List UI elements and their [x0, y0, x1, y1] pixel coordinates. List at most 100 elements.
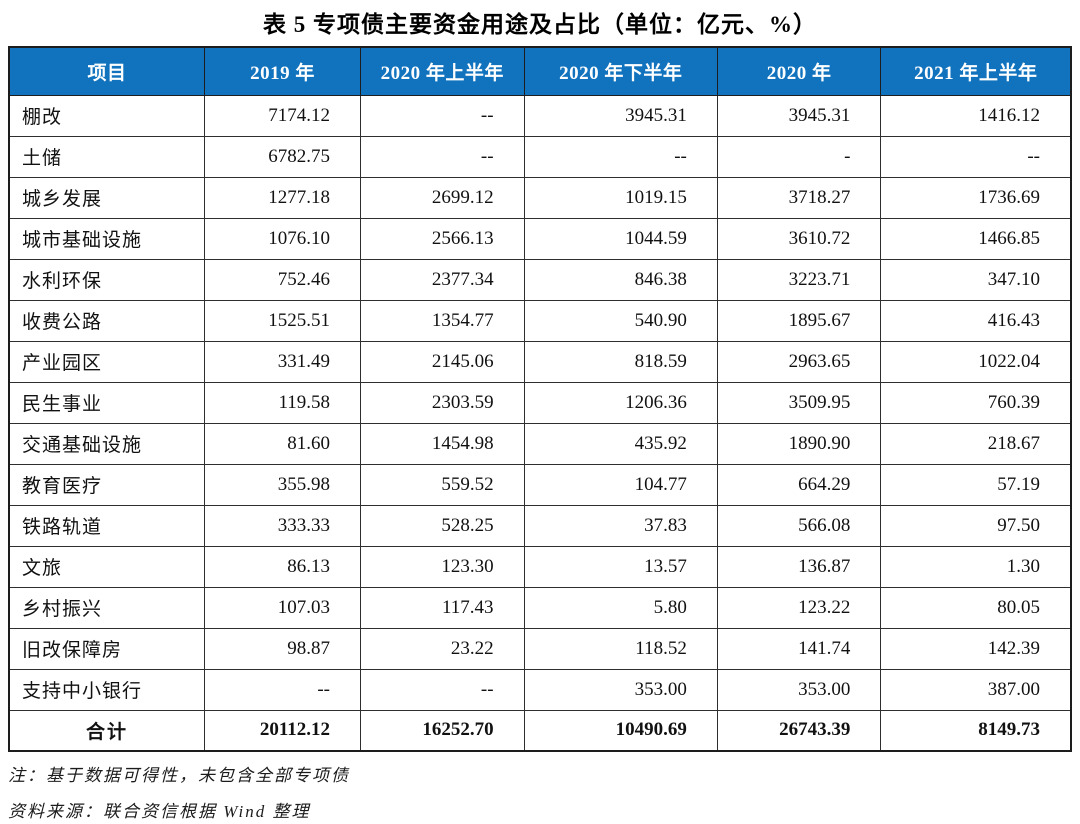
value-cell: 16252.70 — [360, 709, 525, 752]
column-header-5: 2021 年上半年 — [880, 46, 1072, 96]
value-cell: 2699.12 — [360, 176, 525, 219]
value-cell: -- — [523, 135, 718, 178]
value-cell: 1466.85 — [880, 217, 1072, 260]
value-cell: 119.58 — [203, 381, 362, 424]
row-label: 合计 — [8, 709, 205, 752]
table-header-row: 项目 2019 年 2020 年上半年 2020 年下半年 2020 年 2021 年上半… — [8, 46, 1072, 96]
column-header-4: 2020 年 — [716, 46, 882, 96]
value-cell: 80.05 — [880, 586, 1072, 629]
value-cell: 7174.12 — [203, 94, 362, 137]
value-cell: 2566.13 — [360, 217, 525, 260]
value-cell: 1022.04 — [880, 340, 1072, 383]
table-row: 民生事业 119.58 2303.59 1206.36 3509.95 760.39 — [8, 381, 1072, 424]
value-cell: 416.43 — [880, 299, 1072, 342]
note-data-source: 资料来源：联合资信根据 Wind 整理 — [8, 802, 311, 821]
row-label: 土储 — [8, 135, 205, 178]
column-header-0: 项目 — [8, 46, 205, 96]
value-cell: 1.30 — [880, 545, 1072, 588]
value-cell: 1044.59 — [523, 217, 718, 260]
row-label: 支持中小银行 — [8, 668, 205, 711]
value-cell: 8149.73 — [880, 709, 1072, 752]
value-cell: 37.83 — [523, 504, 718, 547]
value-cell: - — [716, 135, 882, 178]
value-cell: 3718.27 — [716, 176, 882, 219]
table-row: 支持中小银行 -- -- 353.00 353.00 387.00 — [8, 668, 1072, 711]
table-row: 乡村振兴 107.03 117.43 5.80 123.22 80.05 — [8, 586, 1072, 629]
row-label: 文旅 — [8, 545, 205, 588]
total-row: 合计 20112.12 16252.70 10490.69 26743.39 8149.7… — [8, 709, 1072, 752]
table-row: 土储 6782.75 -- -- - -- — [8, 135, 1072, 178]
row-label: 铁路轨道 — [8, 504, 205, 547]
value-cell: 1736.69 — [880, 176, 1072, 219]
value-cell: 81.60 — [203, 422, 362, 465]
value-cell: 3945.31 — [523, 94, 718, 137]
row-label: 交通基础设施 — [8, 422, 205, 465]
value-cell: 664.29 — [716, 463, 882, 506]
value-cell: 118.52 — [523, 627, 718, 670]
value-cell: 123.22 — [716, 586, 882, 629]
row-label: 城市基础设施 — [8, 217, 205, 260]
value-cell: 23.22 — [360, 627, 525, 670]
value-cell: 1525.51 — [203, 299, 362, 342]
value-cell: 6782.75 — [203, 135, 362, 178]
row-label: 棚改 — [8, 94, 205, 137]
value-cell: 1454.98 — [360, 422, 525, 465]
value-cell: 86.13 — [203, 545, 362, 588]
note-data-availability: 注：基于数据可得性，未包含全部专项债 — [8, 766, 350, 785]
value-cell: 846.38 — [523, 258, 718, 301]
table-title: 表 5 专项债主要资金用途及占比（单位：亿元、%） — [263, 12, 817, 37]
value-cell: 2303.59 — [360, 381, 525, 424]
value-cell: 1277.18 — [203, 176, 362, 219]
value-cell: 333.33 — [203, 504, 362, 547]
row-label: 水利环保 — [8, 258, 205, 301]
value-cell: 141.74 — [716, 627, 882, 670]
value-cell: 3610.72 — [716, 217, 882, 260]
value-cell: 5.80 — [523, 586, 718, 629]
value-cell: 13.57 — [523, 545, 718, 588]
table-row: 文旅 86.13 123.30 13.57 136.87 1.30 — [8, 545, 1072, 588]
column-header-2: 2020 年上半年 — [360, 46, 525, 96]
table-row: 城市基础设施 1076.10 2566.13 1044.59 3610.72 1466.8… — [8, 217, 1072, 260]
table-row: 收费公路 1525.51 1354.77 540.90 1895.67 416.43 — [8, 299, 1072, 342]
value-cell: 104.77 — [523, 463, 718, 506]
value-cell: 1076.10 — [203, 217, 362, 260]
column-header-1: 2019 年 — [203, 46, 362, 96]
value-cell: 57.19 — [880, 463, 1072, 506]
value-cell: 1206.36 — [523, 381, 718, 424]
value-cell: 3223.71 — [716, 258, 882, 301]
row-label: 旧改保障房 — [8, 627, 205, 670]
value-cell: 2377.34 — [360, 258, 525, 301]
value-cell: 136.87 — [716, 545, 882, 588]
footnotes: 注：基于数据可得性，未包含全部专项债 资料来源：联合资信根据 Wind 整理 — [8, 761, 1080, 822]
value-cell: 117.43 — [360, 586, 525, 629]
value-cell: 3509.95 — [716, 381, 882, 424]
value-cell: 1354.77 — [360, 299, 525, 342]
row-label: 乡村振兴 — [8, 586, 205, 629]
value-cell: 752.46 — [203, 258, 362, 301]
value-cell: -- — [360, 94, 525, 137]
value-cell: 355.98 — [203, 463, 362, 506]
value-cell: 218.67 — [880, 422, 1072, 465]
table-body: 棚改 7174.12 -- 3945.31 3945.31 1416.12 土储 6782.7… — [8, 94, 1072, 752]
value-cell: 760.39 — [880, 381, 1072, 424]
value-cell: 10490.69 — [523, 709, 718, 752]
value-cell: 387.00 — [880, 668, 1072, 711]
table-row: 产业园区 331.49 2145.06 818.59 2963.65 1022.04 — [8, 340, 1072, 383]
value-cell: 26743.39 — [716, 709, 882, 752]
table-row: 铁路轨道 333.33 528.25 37.83 566.08 97.50 — [8, 504, 1072, 547]
value-cell: 559.52 — [360, 463, 525, 506]
table-row: 旧改保障房 98.87 23.22 118.52 141.74 142.39 — [8, 627, 1072, 670]
value-cell: 818.59 — [523, 340, 718, 383]
value-cell: 353.00 — [523, 668, 718, 711]
table-row: 交通基础设施 81.60 1454.98 435.92 1890.90 218.67 — [8, 422, 1072, 465]
table-row: 城乡发展 1277.18 2699.12 1019.15 3718.27 1736.69 — [8, 176, 1072, 219]
row-label: 产业园区 — [8, 340, 205, 383]
value-cell: 347.10 — [880, 258, 1072, 301]
value-cell: 1019.15 — [523, 176, 718, 219]
value-cell: -- — [880, 135, 1072, 178]
value-cell: 2145.06 — [360, 340, 525, 383]
value-cell: 3945.31 — [716, 94, 882, 137]
value-cell: 98.87 — [203, 627, 362, 670]
value-cell: 142.39 — [880, 627, 1072, 670]
